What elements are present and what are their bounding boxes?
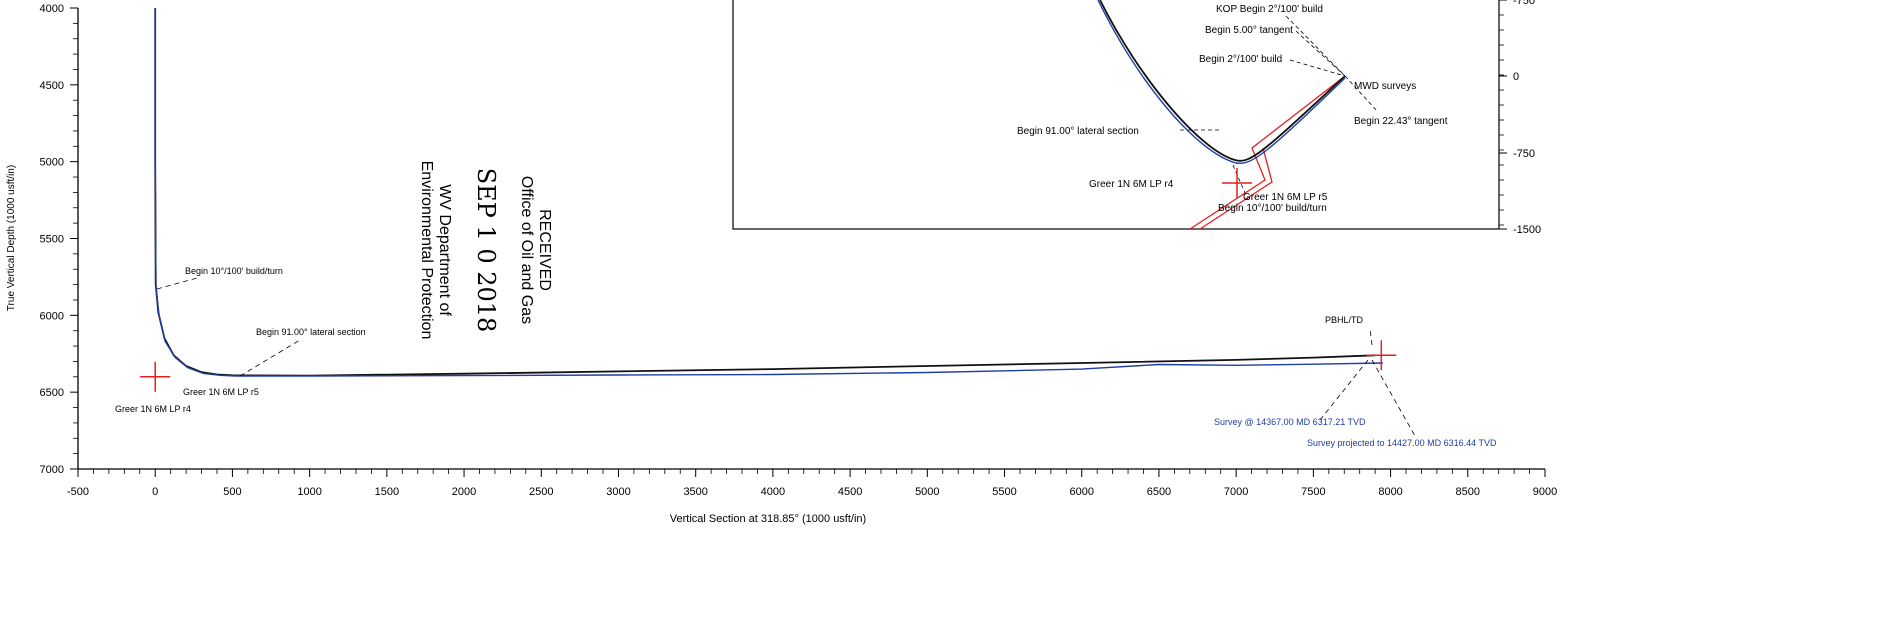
y-tick-label: 7000: [40, 464, 64, 476]
inset-red-plan: [1189, 75, 1346, 230]
x-tick-label: 1500: [375, 486, 399, 498]
label-projected: Survey projected to 14427.00 MD 6316.44 …: [1307, 438, 1497, 448]
label-lp-r5: Greer 1N 6M LP r5: [183, 387, 259, 397]
inset-label-tangent5: Begin 5.00° tangent: [1205, 25, 1293, 36]
x-tick-label: 9000: [1533, 486, 1557, 498]
y-tick-label: 6000: [40, 310, 64, 322]
inset-black-path: [1099, 0, 1346, 162]
actual-survey-line: [154, 8, 1383, 377]
inset-tick-label: -750: [1513, 0, 1535, 7]
x-tick-label: 7000: [1224, 486, 1248, 498]
stamp-date: SEP 1 0 2018: [472, 168, 500, 333]
x-tick-label: 3000: [606, 486, 630, 498]
x-tick-label: 0: [152, 486, 158, 498]
label-lateral: Begin 91.00° lateral section: [256, 327, 366, 337]
inset-label-build2: Begin 2°/100' build: [1199, 54, 1282, 65]
y-tick-label: 5500: [40, 234, 64, 246]
x-tick-label: 2500: [529, 486, 553, 498]
inset-plot: -750 0 -750 -1500 KOP Begin 2°/100' build B…: [732, 0, 1541, 236]
x-tick-label: 500: [223, 486, 241, 498]
label-build-turn: Begin 10°/100' build/turn: [185, 266, 283, 276]
x-tick-label: 6000: [1069, 486, 1093, 498]
inset-label-lateral: Begin 91.00° lateral section: [1017, 126, 1139, 137]
x-tick-label: 4000: [761, 486, 785, 498]
x-tick-label: 6500: [1147, 486, 1171, 498]
x-tick-label: -500: [67, 486, 89, 498]
inset-tick-label: -750: [1513, 148, 1535, 160]
y-tick-label: 4000: [40, 3, 64, 15]
inset-tick-label: -1500: [1513, 224, 1541, 236]
inset-label-build-turn: Begin 10°/100' build/turn: [1218, 203, 1327, 214]
inset-label-kop: KOP Begin 2°/100' build: [1216, 4, 1323, 15]
stamp-env: Environmental Protection: [418, 161, 435, 340]
x-axis-label: Vertical Section at 318.85° (1000 usft/i…: [670, 513, 866, 525]
x-tick-label: 8500: [1456, 486, 1480, 498]
y-axis-label: True Vertical Depth (1000 usft/in): [6, 165, 17, 311]
inset-tick-label: 0: [1513, 71, 1519, 83]
target-cross: [140, 361, 171, 392]
inset-label-mwd: MWD surveys: [1354, 81, 1416, 92]
annotation-leaders: [156, 277, 1416, 437]
y-tick-label: 5000: [40, 157, 64, 169]
x-tick-label: 5500: [992, 486, 1016, 498]
inset-label-lp-r4: Greer 1N 6M LP r4: [1089, 179, 1174, 190]
label-lp-r4: Greer 1N 6M LP r4: [115, 404, 191, 414]
x-tick-label: 1000: [297, 486, 321, 498]
x-tick-label: 2000: [452, 486, 476, 498]
target-cross: [1366, 340, 1397, 371]
y-tick-label: 4500: [40, 80, 64, 92]
inset-target-r4: [1222, 168, 1252, 198]
stamp-received: RECEIVED: [536, 209, 553, 291]
label-pbhl: PBHL/TD: [1325, 315, 1364, 325]
stamp-dept: WV Department of: [436, 184, 453, 316]
x-tick-label: 3500: [683, 486, 707, 498]
inset-blue-path: [1097, 0, 1346, 165]
inset-label-lp-r5: Greer 1N 6M LP r5: [1243, 192, 1328, 203]
x-tick-label: 5000: [915, 486, 939, 498]
x-tick-label: 4500: [838, 486, 862, 498]
inset-label-tangent22: Begin 22.43° tangent: [1354, 116, 1448, 127]
y-tick-label: 6500: [40, 387, 64, 399]
x-tick-label: 8000: [1378, 486, 1402, 498]
received-stamp: RECEIVED Office of Oil and Gas SEP 1 0 2…: [418, 161, 553, 340]
inset-leaders: [1180, 15, 1379, 201]
x-tick-label: 7500: [1301, 486, 1325, 498]
stamp-office: Office of Oil and Gas: [518, 176, 535, 324]
label-survey: Survey @ 14367.00 MD 6317.21 TVD: [1214, 417, 1366, 427]
